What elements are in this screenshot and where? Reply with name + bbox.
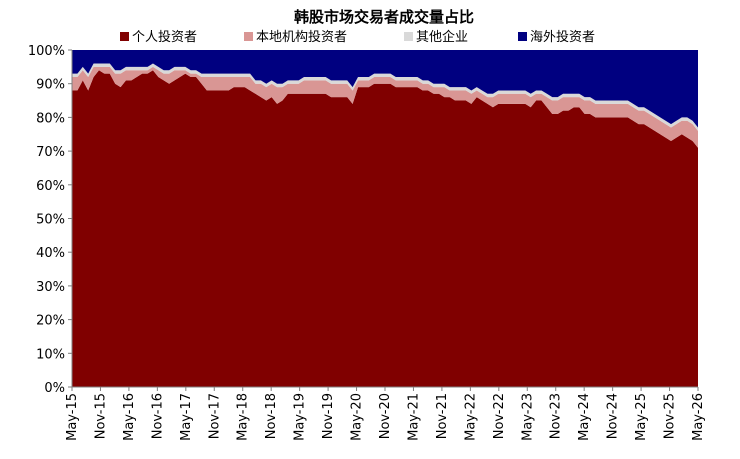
x-tick-label: May-16 — [122, 393, 137, 441]
y-tick-label: 40% — [36, 246, 65, 261]
x-tick-label: May-25 — [634, 393, 649, 441]
x-tick-label: Nov-24 — [606, 393, 621, 439]
series-area-0 — [72, 70, 698, 387]
legend-label-2: 其他企业 — [416, 29, 468, 45]
legend-label-0: 个人投资者 — [132, 29, 197, 45]
x-tick-label: May-19 — [293, 393, 308, 441]
y-tick-label: 60% — [36, 179, 65, 194]
y-tick-label: 90% — [36, 78, 65, 93]
series-area-1 — [72, 66, 698, 148]
x-tick-label: Nov-15 — [93, 393, 108, 439]
x-tick-label: Nov-22 — [492, 393, 507, 439]
x-tick-label: May-24 — [577, 393, 592, 441]
x-tick-label: May-23 — [520, 393, 535, 441]
chart-title: 韩股市场交易者成交量占比 — [294, 8, 474, 26]
plot-area — [72, 50, 698, 387]
legend-swatch-2 — [404, 32, 413, 41]
y-tick-label: 100% — [28, 44, 65, 59]
x-tick-label: Nov-25 — [663, 393, 678, 439]
y-tick-label: 50% — [36, 213, 65, 228]
x-tick-label: May-26 — [691, 393, 706, 441]
x-tick-label: May-18 — [236, 393, 251, 441]
legend-label-1: 本地机构投资者 — [256, 29, 347, 45]
x-tick-label: Nov-20 — [378, 393, 393, 439]
y-tick-label: 10% — [36, 347, 65, 362]
x-tick-label: May-21 — [406, 393, 421, 441]
legend: 个人投资者 本地机构投资者 其他企业 海外投资者 — [120, 29, 595, 45]
x-tick-label: May-20 — [350, 393, 365, 441]
legend-swatch-3 — [518, 32, 527, 41]
legend-swatch-0 — [120, 32, 129, 41]
axes: 0% 10% 20% 30% 40% 50% 60% 70% 80% 90% 100% May-15 N… — [28, 44, 706, 441]
series-area-3 — [72, 50, 698, 128]
x-tick-label: May-17 — [179, 393, 194, 441]
x-tick-label: Nov-18 — [264, 393, 279, 439]
x-tick-label: May-15 — [65, 393, 80, 441]
y-tick-label: 80% — [36, 111, 65, 126]
x-tick-label: Nov-17 — [207, 393, 222, 439]
y-tick-label: 30% — [36, 280, 65, 295]
legend-label-3: 海外投资者 — [530, 29, 595, 45]
x-tick-label: Nov-21 — [435, 393, 450, 439]
y-tick-label: 0% — [44, 381, 65, 396]
x-tick-label: Nov-23 — [549, 393, 564, 439]
legend-swatch-1 — [244, 32, 253, 41]
y-tick-label: 70% — [36, 145, 65, 160]
x-tick-label: Nov-19 — [321, 393, 336, 439]
x-tick-label: May-22 — [463, 393, 478, 441]
x-tick-label: Nov-16 — [150, 393, 165, 439]
y-tick-label: 20% — [36, 314, 65, 329]
series-area-2 — [72, 63, 698, 131]
